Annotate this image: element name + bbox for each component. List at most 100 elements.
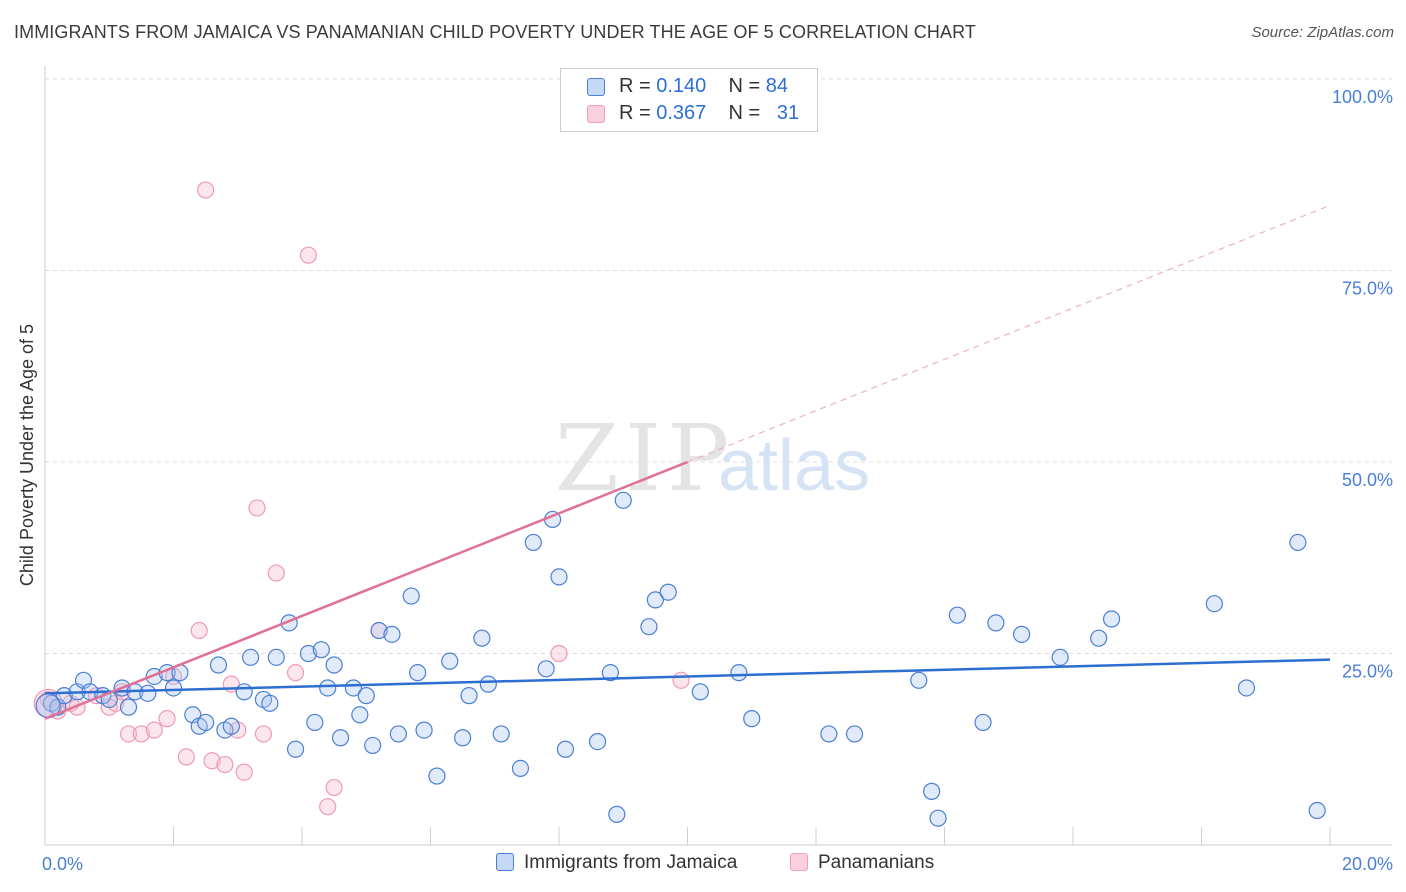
point-jamaica [743, 710, 761, 728]
point-panamanian [145, 721, 163, 739]
point-jamaica [923, 782, 941, 800]
point-jamaica [357, 687, 375, 705]
legend-n-value: 31 [776, 102, 800, 124]
point-jamaica [608, 805, 626, 823]
legend-n-value: 84 [765, 75, 789, 97]
point-jamaica [325, 656, 343, 674]
points-jamaica [35, 491, 1326, 827]
y-tick-label: 75.0% [1342, 279, 1393, 299]
point-jamaica [402, 587, 420, 605]
legend-n-label: N = [728, 75, 766, 97]
legend-swatch-pink-icon [790, 853, 808, 871]
point-jamaica [389, 725, 407, 743]
point-jamaica [351, 706, 369, 724]
point-jamaica [312, 641, 330, 659]
stats-legend: R = 0.140 N = 84 R = 0.367 N = 31 [560, 68, 818, 132]
point-panamanian [267, 564, 285, 582]
y-tick-label: 100.0% [1332, 87, 1393, 107]
point-jamaica [1051, 648, 1069, 666]
legend-n-label: N = [728, 102, 766, 124]
point-panamanian [158, 710, 176, 728]
point-jamaica [1289, 533, 1307, 552]
legend-r-value: 0.367 [656, 102, 707, 124]
point-jamaica [492, 725, 510, 743]
point-jamaica [415, 721, 433, 739]
point-jamaica [556, 740, 575, 758]
point-jamaica [614, 491, 632, 509]
trend-line-panamanians [44, 460, 688, 720]
point-panamanian [325, 778, 343, 797]
trend-extension-panamanians [687, 204, 1331, 463]
point-panamanian [235, 763, 253, 781]
point-jamaica [929, 809, 947, 827]
point-panamanian [672, 671, 690, 689]
legend-r-label: R = [619, 75, 657, 97]
point-jamaica [409, 664, 427, 682]
chart-title: IMMIGRANTS FROM JAMAICA VS PANAMANIAN CH… [14, 22, 976, 42]
point-panamanian [319, 798, 337, 816]
point-jamaica [987, 614, 1005, 632]
point-jamaica [441, 652, 459, 670]
bottom-legend-panamanians: Panamanians [790, 852, 934, 874]
axis-labels: 100.0% 75.0% 50.0% 25.0% 0.0% 20.0% Child Pove… [17, 87, 1393, 874]
x-tick-label: 0.0% [42, 854, 83, 874]
point-panamanian [286, 664, 305, 682]
source-label: Source: ZipAtlas.com [1251, 24, 1394, 41]
point-jamaica [286, 740, 305, 758]
point-jamaica [588, 732, 607, 751]
point-panamanian [203, 752, 221, 770]
y-tick-label: 50.0% [1342, 470, 1393, 490]
point-jamaica [222, 717, 240, 735]
legend-swatch-blue-icon [587, 78, 605, 96]
point-jamaica [1012, 625, 1031, 643]
x-tick-label: 20.0% [1342, 854, 1393, 874]
bottom-legend-jamaica: Immigrants from Jamaica [496, 852, 737, 874]
point-jamaica [261, 694, 279, 712]
point-jamaica [1102, 610, 1121, 628]
legend-r-label: R = [619, 102, 657, 124]
point-jamaica [235, 683, 253, 701]
point-jamaica [364, 736, 382, 755]
point-panamanian [119, 725, 138, 743]
point-panamanian [254, 725, 273, 743]
point-jamaica [550, 568, 568, 586]
point-jamaica [730, 664, 748, 682]
y-tick-label: 25.0% [1342, 662, 1393, 682]
point-jamaica [640, 618, 658, 636]
point-jamaica [319, 679, 337, 697]
points-panamanians [33, 181, 690, 816]
trend-lines [44, 204, 1331, 720]
point-jamaica [460, 687, 478, 705]
trend-line-jamaica [44, 658, 1331, 695]
legend-swatch-pink-icon [587, 105, 605, 123]
point-jamaica [473, 629, 491, 647]
point-jamaica [845, 725, 864, 743]
point-jamaica [691, 683, 709, 701]
point-jamaica [524, 533, 542, 552]
y-axis-title: Child Poverty Under the Age of 5 [17, 324, 37, 586]
point-panamanian [550, 644, 568, 663]
legend-swatch-blue-icon [496, 853, 514, 871]
point-jamaica [1205, 595, 1223, 613]
point-panamanian [177, 748, 195, 766]
point-jamaica [164, 679, 183, 697]
point-panamanian [216, 755, 234, 774]
point-jamaica [306, 713, 324, 732]
point-jamaica [209, 656, 228, 674]
point-jamaica [820, 725, 838, 743]
point-panamanian [248, 499, 266, 517]
point-jamaica [383, 625, 401, 643]
point-jamaica [948, 606, 966, 624]
point-jamaica [197, 713, 215, 732]
point-jamaica [299, 644, 318, 663]
watermark-zip: ZIP [555, 405, 735, 512]
axes [44, 66, 1392, 846]
point-jamaica [242, 648, 260, 666]
point-jamaica [267, 648, 285, 666]
point-jamaica [331, 729, 350, 747]
point-jamaica [119, 698, 138, 716]
point-panamanian [299, 246, 318, 264]
point-jamaica [974, 713, 992, 732]
point-jamaica [511, 759, 530, 778]
point-jamaica [139, 684, 157, 702]
